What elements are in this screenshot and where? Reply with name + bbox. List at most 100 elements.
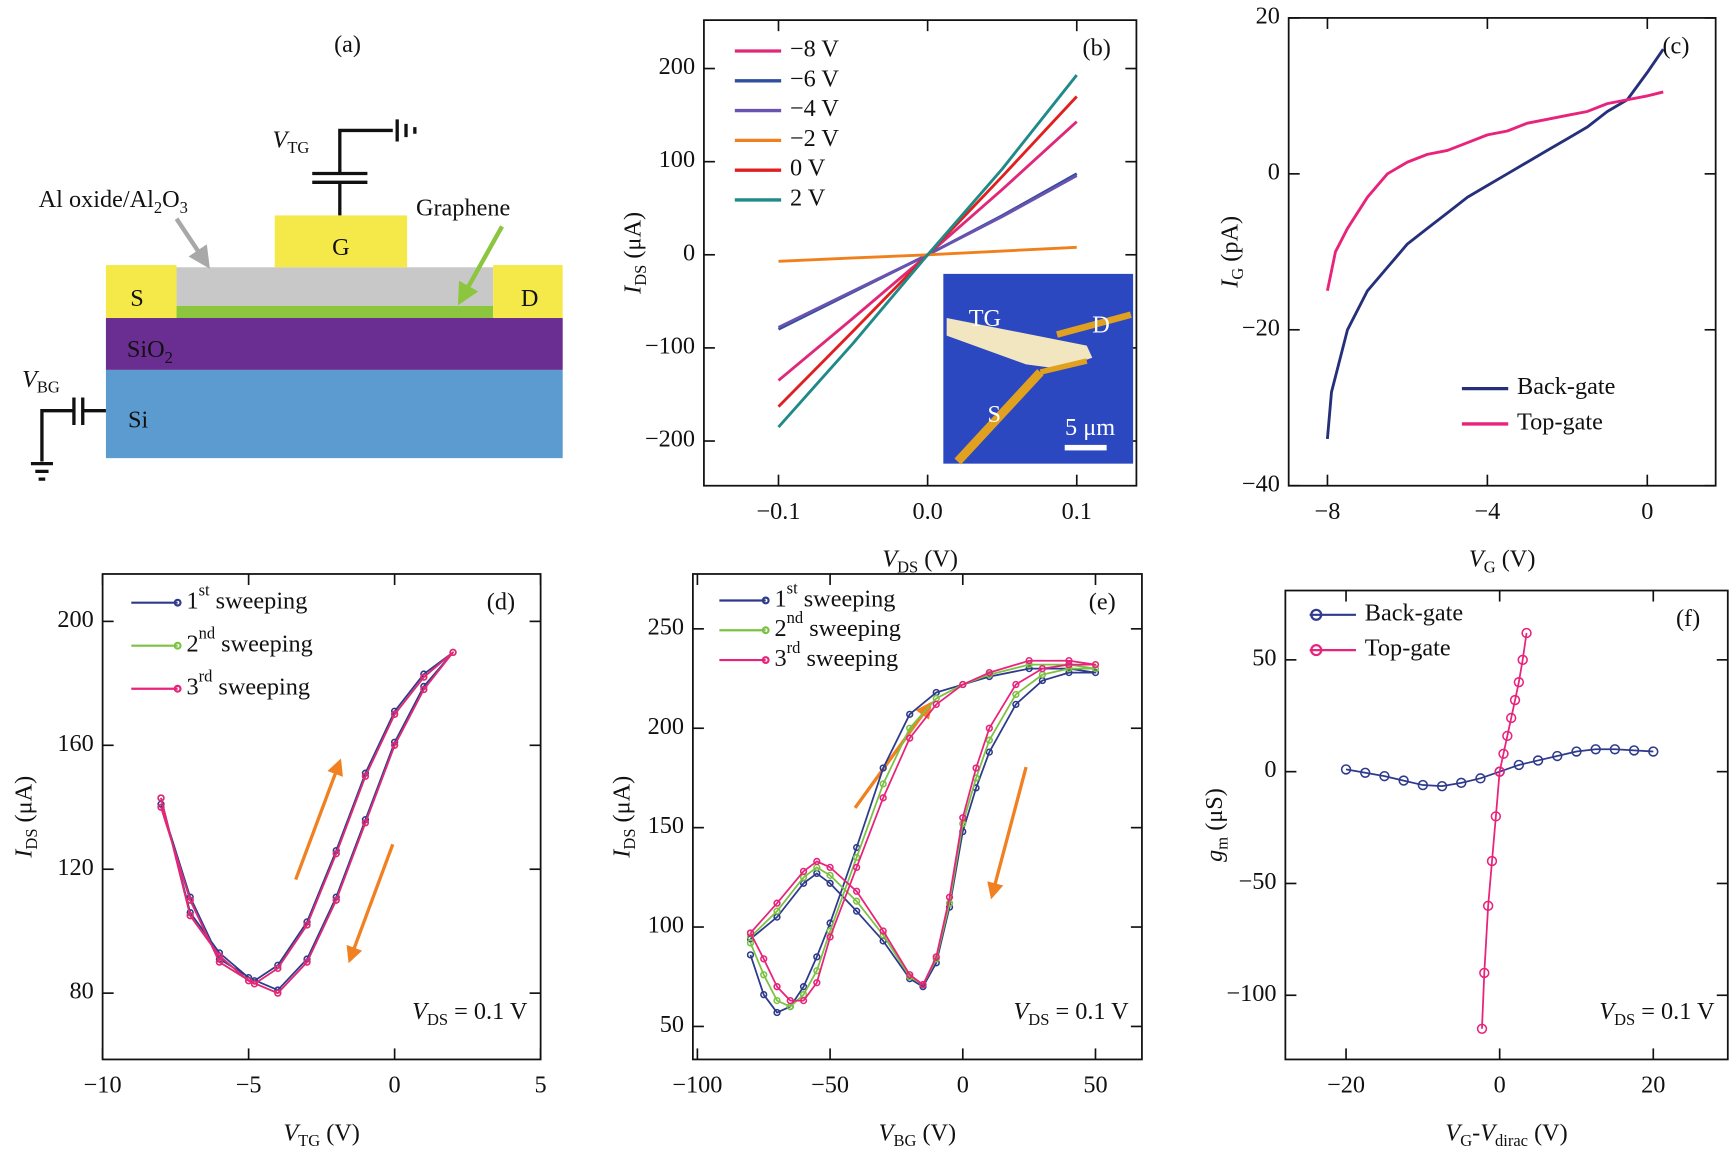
x-tick-label: −10: [84, 1072, 122, 1099]
series-line: [1481, 632, 1528, 1029]
data-point: [1571, 746, 1582, 757]
inset-electrode: [954, 369, 1044, 465]
legend-label: 2 V: [790, 185, 826, 212]
data-point: [390, 710, 399, 718]
data-point: [1552, 750, 1563, 762]
text-segment: nd: [199, 623, 216, 642]
text-segment: = 0.1 V: [1635, 998, 1715, 1025]
data-point: [1360, 767, 1371, 778]
text-segment: TG: [287, 138, 309, 157]
text-segment: = 0.1 V: [448, 998, 528, 1025]
data-point: [1513, 677, 1525, 688]
oxide-pointer: [174, 217, 210, 269]
data-point: [215, 958, 224, 966]
data-point: [1065, 660, 1073, 669]
diagram-label: SiO2: [127, 336, 173, 367]
text-segment: (V): [1496, 545, 1536, 572]
series-line: [160, 651, 454, 995]
legend-label: 3rd sweeping: [186, 666, 310, 700]
text-segment: sweeping: [803, 615, 901, 642]
x-tick-label: 20: [1641, 1072, 1665, 1099]
data-point: [972, 764, 980, 772]
legend-label: 2nd sweeping: [775, 608, 901, 642]
x-tick-label: −20: [1327, 1072, 1365, 1099]
legend-label: Back-gate: [1517, 373, 1615, 400]
legend-swatch: [761, 596, 770, 605]
x-tick-label: 0: [1641, 498, 1653, 525]
data-point: [919, 981, 927, 989]
legend-label: Back-gate: [1365, 599, 1463, 626]
text-segment: 2: [154, 198, 162, 217]
text-segment: G: [1484, 557, 1496, 576]
series-line: [749, 659, 1097, 1002]
y-tick-label: 200: [659, 53, 695, 80]
text-segment: = 0.1 V: [1049, 998, 1129, 1025]
x-axis-label: VG-Vdirac (V): [1445, 1119, 1567, 1150]
text-segment: DS: [1614, 1010, 1635, 1029]
series-line: [749, 667, 1097, 1014]
si-layer: [105, 369, 563, 459]
data-point: [332, 896, 340, 904]
text-segment: sweeping: [215, 630, 313, 657]
data-point: [361, 772, 370, 780]
text-segment: I: [10, 848, 37, 859]
data-point: [449, 648, 457, 657]
legend-label: −6 V: [790, 65, 839, 92]
legend-label: 0 V: [790, 155, 826, 182]
y-tick-label: 120: [57, 854, 93, 881]
data-point: [157, 803, 165, 811]
data-point: [1398, 775, 1409, 786]
data-point: [813, 857, 821, 866]
data-point: [1065, 657, 1073, 665]
data-point: [1517, 654, 1528, 666]
data-point: [303, 958, 311, 966]
y-tick-label: 250: [648, 613, 684, 640]
inset-gate: [946, 318, 1093, 369]
text-segment: (μA): [10, 776, 37, 829]
sweep-arrow: [346, 843, 395, 964]
back-gate-wiring: [30, 397, 106, 481]
series-line: [160, 651, 454, 991]
diagram-label: VBG: [22, 365, 60, 396]
y-axis-label: gm (μS): [1200, 788, 1231, 862]
text-segment: V: [1445, 1119, 1463, 1146]
text-segment: SiO: [127, 336, 165, 363]
y-axis-label: IG (pA): [1216, 216, 1247, 289]
inset-image: [943, 273, 1134, 464]
annotation: VDS = 0.1 V: [1013, 998, 1129, 1029]
data-point: [786, 996, 794, 1005]
data-point: [906, 734, 914, 742]
data-point: [773, 996, 781, 1005]
data-point: [186, 912, 194, 920]
text-segment: 1: [775, 585, 787, 612]
x-tick-label: −0.1: [756, 498, 800, 525]
data-point: [826, 933, 834, 941]
y-tick-label: 200: [57, 606, 93, 633]
data-point: [852, 887, 861, 895]
text-segment: 3: [775, 645, 787, 672]
text-segment: sweeping: [798, 585, 896, 612]
text-segment: st: [199, 580, 210, 599]
data-point: [906, 971, 914, 979]
diagram-label: VTG: [273, 126, 310, 157]
top-gate-wiring: [312, 119, 417, 216]
data-point: [1436, 781, 1448, 792]
text-segment: (V): [1528, 1119, 1568, 1146]
x-axis-label: VBG (V): [879, 1119, 957, 1150]
text-segment: 3: [180, 198, 188, 217]
y-tick-label: 100: [648, 912, 684, 939]
data-point: [879, 780, 887, 788]
y-tick-label: 20: [1256, 2, 1280, 29]
legend-swatch: [173, 641, 182, 650]
text-segment: I: [608, 848, 635, 859]
plot-frame: [703, 19, 1138, 487]
data-point: [773, 983, 781, 991]
text-segment: dirac: [1495, 1131, 1528, 1150]
text-segment: DS: [1028, 1010, 1049, 1029]
data-point: [985, 724, 993, 732]
data-point: [274, 964, 282, 973]
y-tick-label: −100: [1226, 980, 1276, 1007]
data-point: [1482, 900, 1494, 912]
panel: −10 −5 0 5 80 120 160 200 (d): [57, 573, 547, 1099]
